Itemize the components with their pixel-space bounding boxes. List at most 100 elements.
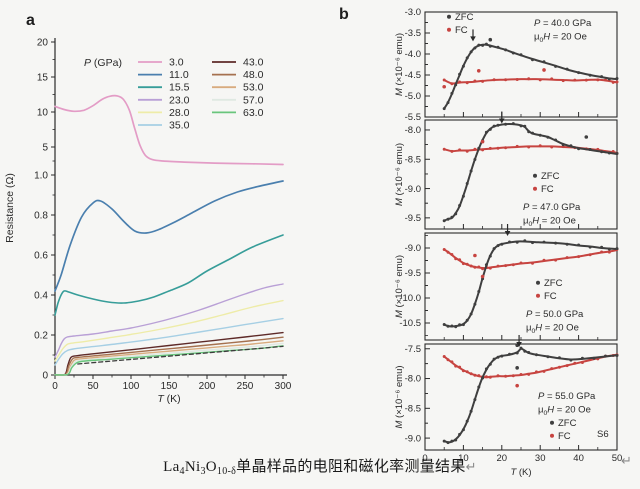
fc-outlier-point <box>542 68 546 72</box>
zfc-data-point <box>577 243 581 247</box>
fc-data-point <box>557 365 561 369</box>
fc-outlier-point <box>473 253 477 258</box>
curve-p-3-0-gpa <box>54 94 284 166</box>
panel-a-xtick-label: 50 <box>87 381 99 392</box>
fc-data-point <box>515 78 519 81</box>
fc-data-point <box>496 146 500 150</box>
zfc-data-point <box>488 362 492 366</box>
caption-subscript: 10-δ <box>216 466 237 477</box>
zfc-data-point <box>473 46 477 50</box>
legend-label-48-0: 48.0 <box>243 69 264 81</box>
zfc-data-point <box>477 146 481 150</box>
fc-outlier-point <box>480 139 485 144</box>
fc-data-point <box>473 147 477 151</box>
curve-p-35-0-gpa <box>54 317 284 366</box>
legend-label-11-0: 11.0 <box>169 69 189 81</box>
subplot-ytick-label: -5.5 <box>405 112 421 123</box>
zfc-data-point <box>500 354 504 358</box>
zfc-data-point <box>519 346 523 350</box>
fc-data-point <box>527 372 531 376</box>
zfc-data-point <box>546 135 550 139</box>
zfc-data-point <box>515 351 519 355</box>
zfc-data-point <box>527 351 531 354</box>
subplot-ytick-label: -10.0 <box>399 293 421 304</box>
zfc-data-point <box>504 122 508 126</box>
caption-segment: O <box>205 459 217 475</box>
zfc-legend-label: ZFC <box>455 12 474 23</box>
subplot-ytick-label: -4.5 <box>405 70 421 81</box>
legend-label-63-0: 63.0 <box>243 107 264 119</box>
pressure-annotation: P = 55.0 GPa <box>538 391 596 402</box>
panel-b-subplot-3: -9.0 -9.5 -10.0 -10.5M (×10⁻⁶ emu) ZFC FC P = … <box>394 224 619 341</box>
figure-caption: La4Ni3O10-δ单晶样品的电阻和磁化率测量结果↵ <box>0 455 640 477</box>
zfc-data-point <box>442 323 446 326</box>
zfc-data-point <box>446 217 450 221</box>
zfc-data-point <box>519 53 523 57</box>
curve-p-57-0-gpa <box>54 342 284 376</box>
subplot-ytick-label: -9.5 <box>405 213 421 224</box>
panel-a-xtick-label: 200 <box>199 381 216 392</box>
fc-data-point <box>550 367 554 371</box>
fc-data-point <box>604 78 607 82</box>
subplot-ytick-label: -9.0 <box>405 243 421 254</box>
zfc-data-point <box>469 169 473 173</box>
fc-data-point <box>454 364 458 368</box>
caption-formula-text: La4Ni3O10-δ单晶样品的电阻和磁化率测量结果 <box>163 459 466 477</box>
fc-data-point <box>458 80 462 84</box>
zfc-data-point <box>458 72 462 76</box>
pressure-annotation: P = 50.0 GPa <box>526 309 584 320</box>
zfc-outlier-point <box>584 135 589 139</box>
zfc-data-point <box>561 143 565 147</box>
fc-data-point <box>488 266 492 270</box>
fc-legend-label: FC <box>455 25 468 36</box>
legend-label-28-0: 28.0 <box>169 107 190 119</box>
fc-data-point <box>465 262 469 266</box>
zfc-data-point <box>481 376 485 380</box>
zfc-data-point <box>604 354 607 358</box>
zfc-data-point <box>542 60 546 64</box>
fc-data-point <box>596 78 600 82</box>
zfc-data-point <box>473 158 477 161</box>
zfc-data-point <box>461 64 465 68</box>
fc-data-point <box>454 257 458 261</box>
subplot-yaxis-title: M (×10⁻⁶ emu) <box>394 33 405 96</box>
field-annotation: μ0H = 20 Oe <box>526 323 579 336</box>
fc-data-point <box>584 78 588 82</box>
zfc-data-point <box>481 43 485 47</box>
zfc-data-point <box>461 194 465 198</box>
zfc-data-point <box>600 245 604 249</box>
fc-data-point <box>611 150 615 153</box>
legend-label-35-0: 35.0 <box>169 120 190 132</box>
zfc-data-point <box>442 439 446 443</box>
fc-data-point <box>565 364 569 368</box>
panel-b-xtick-label: 0 <box>422 453 427 464</box>
panel-b-subplot-2: -8.0 -8.5 -9.0 -9.5M (×10⁻⁶ emu) ZFC FC P = 47… <box>394 111 619 230</box>
zfc-data-point <box>592 356 596 360</box>
fc-data-point <box>600 250 604 254</box>
fc-data-point <box>488 375 492 379</box>
transition-arrow-head <box>470 36 476 42</box>
subplot-ytick-label: -10.5 <box>399 318 421 329</box>
zfc-data-point <box>496 244 500 248</box>
subplot-yaxis-title: M (×10⁻⁶ emu) <box>394 255 405 318</box>
subplot-ytick-label: -8.5 <box>405 404 421 415</box>
zfc-data-point <box>542 240 546 244</box>
fc-data-point <box>542 258 546 262</box>
pressure-annotation: P = 40.0 GPa <box>534 18 592 29</box>
caption-segment: Ni <box>184 459 201 475</box>
fc-outlier-point <box>515 383 519 388</box>
zfc-legend-label: ZFC <box>558 418 577 429</box>
fc-data-point <box>511 263 515 267</box>
panel-b-chart: -3.0 -3.5 -4.0 -4.5 -5.0 -5.5 M (×10⁻⁶ emu) ZFC… <box>394 7 622 478</box>
zfc-data-point <box>588 245 592 249</box>
fc-data-point <box>473 373 477 377</box>
zfc-legend-marker <box>447 14 451 19</box>
fc-data-point <box>527 77 531 81</box>
zfc-data-point <box>554 138 558 142</box>
fc-data-point <box>504 374 508 378</box>
fc-data-point <box>442 78 446 82</box>
zfc-data-point <box>465 318 469 322</box>
zfc-curve <box>443 43 618 110</box>
